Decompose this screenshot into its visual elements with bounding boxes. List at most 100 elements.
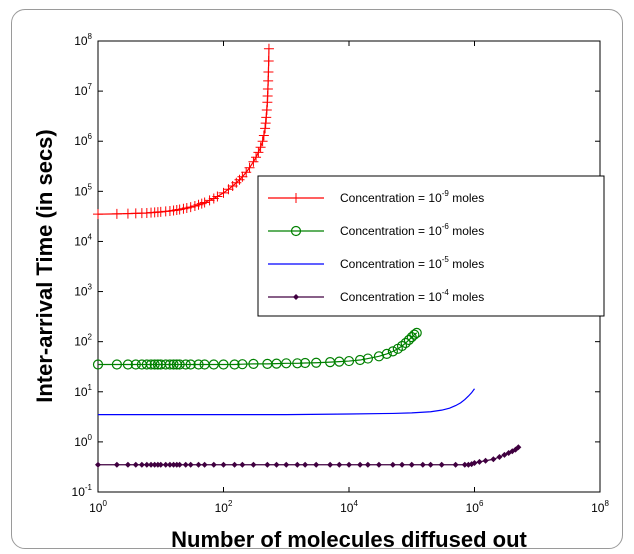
text-part: 4 bbox=[353, 499, 358, 508]
text-part: 10 bbox=[466, 501, 480, 515]
y-tick-label: 106 bbox=[74, 132, 92, 148]
text-part: 10 bbox=[591, 501, 605, 515]
circle-marker bbox=[290, 225, 302, 237]
diamond-marker bbox=[346, 461, 352, 468]
plus-marker bbox=[263, 75, 274, 86]
circle-marker bbox=[411, 327, 422, 338]
text-part: -9 bbox=[442, 189, 450, 198]
diamond-marker bbox=[476, 458, 483, 465]
diamond-marker bbox=[187, 461, 194, 468]
series-1 bbox=[92, 327, 422, 370]
diamond-marker bbox=[302, 461, 309, 468]
diamond-marker bbox=[501, 451, 508, 458]
diamond-marker bbox=[264, 461, 271, 468]
text-part: 6 bbox=[88, 132, 93, 141]
x-tick-label: 104 bbox=[340, 499, 358, 515]
text-part: 4 bbox=[88, 232, 93, 241]
legend-label: Concentration = 10-5 moles bbox=[340, 255, 484, 271]
text-part: 10 bbox=[74, 335, 88, 349]
text-part: 10 bbox=[74, 435, 88, 449]
circle-marker bbox=[185, 359, 196, 370]
plus-marker bbox=[93, 209, 103, 220]
plus-marker bbox=[253, 147, 264, 158]
plus-marker bbox=[261, 104, 272, 115]
text-part: Concentration = bbox=[340, 257, 428, 271]
text-part: moles bbox=[449, 191, 484, 205]
text-part: 10 bbox=[74, 84, 88, 98]
y-tick-label: 102 bbox=[74, 333, 92, 349]
diamond-marker bbox=[364, 461, 371, 468]
text-part: -1 bbox=[85, 483, 93, 492]
plus-marker bbox=[244, 162, 255, 173]
y-tick-label: 104 bbox=[74, 232, 92, 248]
diamond-marker bbox=[427, 461, 434, 468]
circle-marker bbox=[248, 358, 259, 370]
legend-entry: Concentration = 10-6 moles bbox=[268, 222, 484, 238]
diamond-marker bbox=[124, 461, 131, 468]
text-part: 10 bbox=[74, 385, 88, 399]
circle-marker bbox=[145, 359, 157, 370]
diamond-marker bbox=[408, 461, 415, 468]
plus-marker bbox=[263, 67, 274, 78]
text-part: 10 bbox=[74, 34, 88, 48]
circle-marker bbox=[208, 359, 219, 370]
circle-marker bbox=[387, 346, 398, 357]
legend-label: Concentration = 10-6 moles bbox=[340, 222, 484, 238]
text-part: 10 bbox=[428, 257, 442, 271]
circle-marker bbox=[409, 329, 420, 340]
diamond-marker bbox=[151, 461, 158, 468]
circle-marker bbox=[141, 359, 152, 370]
text-part: 3 bbox=[88, 283, 93, 292]
text-part: Concentration = bbox=[340, 224, 428, 238]
diamond-marker bbox=[250, 461, 257, 468]
diamond-marker bbox=[313, 461, 320, 468]
diamond-marker bbox=[357, 461, 364, 468]
text-part: -6 bbox=[442, 222, 450, 231]
diamond-marker bbox=[273, 461, 280, 468]
text-part: 2 bbox=[228, 499, 233, 508]
plus-marker bbox=[248, 156, 259, 167]
diamond-marker bbox=[176, 461, 183, 468]
circle-marker bbox=[111, 359, 122, 370]
diamond-marker bbox=[148, 461, 155, 468]
y-tick-label: 100 bbox=[74, 433, 92, 449]
circle-marker bbox=[362, 353, 373, 364]
diamond-marker bbox=[231, 461, 238, 468]
text-part: 10 bbox=[72, 485, 86, 499]
series-2 bbox=[98, 388, 475, 416]
y-tick-label: 105 bbox=[74, 182, 92, 198]
x-tick-label: 106 bbox=[466, 499, 484, 515]
circle-marker bbox=[354, 354, 366, 366]
diamond-marker bbox=[515, 444, 522, 451]
text-part: Concentration = bbox=[340, 191, 428, 205]
legend-label: Concentration = 10-9 moles bbox=[340, 189, 484, 205]
text-part: moles bbox=[449, 257, 484, 271]
circle-marker bbox=[381, 348, 392, 360]
text-part: 10 bbox=[74, 184, 88, 198]
diamond-marker bbox=[170, 461, 177, 468]
x-tick-label: 102 bbox=[215, 499, 233, 515]
circle-marker bbox=[292, 358, 303, 369]
text-part: 2 bbox=[88, 333, 93, 342]
y-tick-label: 101 bbox=[74, 383, 92, 399]
diamond-marker bbox=[138, 461, 145, 468]
circle-marker bbox=[311, 357, 322, 368]
circle-marker bbox=[122, 359, 134, 370]
text-part: 8 bbox=[604, 499, 609, 508]
circle-marker bbox=[174, 359, 185, 370]
diamond-marker bbox=[375, 461, 382, 468]
legend: Concentration = 10-9 molesConcentration … bbox=[257, 175, 605, 317]
text-part: 0 bbox=[88, 433, 93, 442]
legend-label: Concentration = 10-4 moles bbox=[340, 288, 484, 304]
diamond-marker bbox=[201, 461, 208, 468]
plus-marker bbox=[204, 195, 215, 206]
legend-box bbox=[257, 175, 605, 317]
x-tick-label: 108 bbox=[591, 499, 609, 515]
text-part: 10 bbox=[74, 285, 88, 299]
diamond-marker bbox=[419, 461, 426, 468]
legend-entry: Concentration = 10-4 moles bbox=[268, 288, 484, 304]
x-tick-label: 100 bbox=[89, 499, 107, 515]
y-tick-label: 103 bbox=[74, 283, 92, 299]
